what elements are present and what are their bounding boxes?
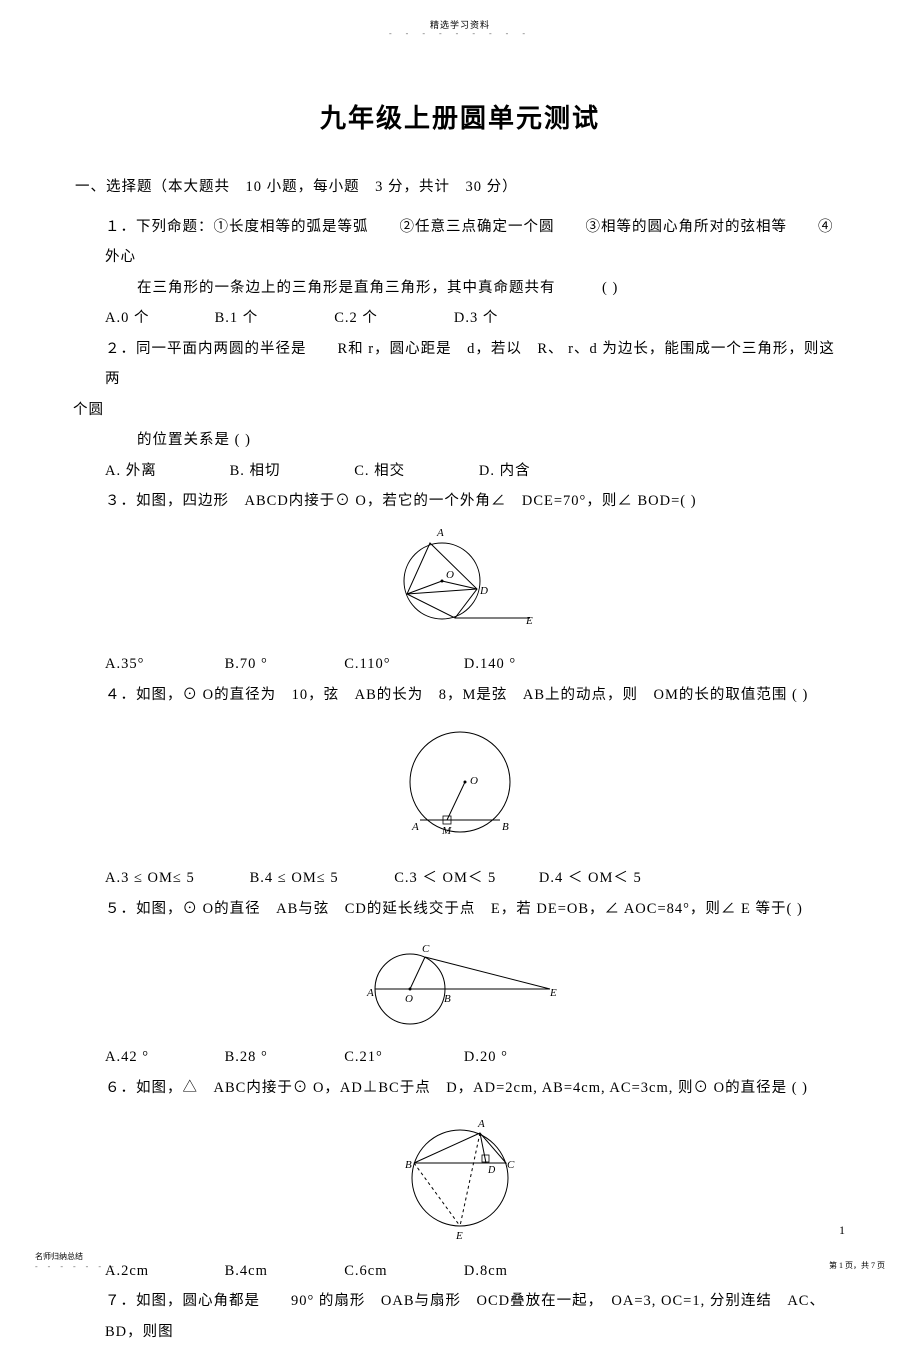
q6-options: A.2cm B.4cm C.6cm D.8cm	[75, 1256, 845, 1286]
svg-text:O: O	[446, 569, 454, 581]
q5-opt-a: A.42 °	[105, 1042, 220, 1072]
q2-opt-a: A. 外离	[105, 456, 225, 486]
svg-text:O: O	[470, 775, 478, 787]
svg-text:E: E	[525, 615, 533, 627]
q4-opt-b: B.4 ≤ OM≤ 5	[250, 863, 390, 893]
q2-options: A. 外离 B. 相切 C. 相交 D. 内含	[75, 456, 845, 486]
q6-opt-a: A.2cm	[105, 1256, 220, 1286]
page-number: 1	[839, 1223, 845, 1238]
q2-opt-b: B. 相切	[230, 456, 350, 486]
svg-text:E: E	[549, 987, 557, 999]
svg-text:B: B	[502, 821, 509, 833]
q1-opt-c: C.2 个	[334, 303, 449, 333]
footer-left-dots: - - - - - - -	[35, 1262, 118, 1271]
q1-options: A.0 个 B.1 个 C.2 个 D.3 个	[75, 303, 845, 333]
q7-text: ７．如图，圆心角都是 90° 的扇形 OAB与扇形 OCD叠放在一起， OA=3…	[75, 1286, 845, 1347]
q5-text: ５．如图，⊙ O的直径 AB与弦 CD的延长线交于点 E，若 DE=OB，∠ A…	[75, 894, 845, 924]
q5-options: A.42 ° B.28 ° C.21° D.20 °	[75, 1042, 845, 1072]
svg-text:A: A	[411, 821, 419, 833]
svg-text:A: A	[436, 527, 444, 539]
q1-line1: １．下列命题：①长度相等的弧是等弧 ②任意三点确定一个圆 ③相等的圆心角所对的弦…	[75, 212, 845, 273]
q4-opt-a: A.3 ≤ OM≤ 5	[105, 863, 245, 893]
svg-text:C: C	[422, 943, 430, 955]
q3-diagram-icon: A O D E	[380, 526, 540, 636]
top-header: 精选学习资料	[0, 0, 920, 31]
svg-text:E: E	[455, 1230, 463, 1242]
svg-text:M: M	[441, 825, 452, 837]
q5-opt-c: C.21°	[344, 1042, 459, 1072]
svg-text:B: B	[405, 1159, 412, 1171]
q4-figure: O A B M	[75, 720, 845, 855]
q2-line1: ２．同一平面内两圆的半径是 R和 r，圆心距是 d，若以 R、 r、d 为边长，…	[75, 334, 845, 395]
q3-options: A.35° B.70 ° C.110° D.140 °	[75, 649, 845, 679]
q6-opt-b: B.4cm	[225, 1256, 340, 1286]
q6-text: ６．如图，△ ABC内接于⊙ O，AD⊥BC于点 D，AD=2cm, AB=4c…	[75, 1073, 845, 1103]
footer-left: 名师归纳总结 - - - - - - -	[35, 1251, 118, 1271]
q2-opt-d: D. 内含	[479, 456, 531, 486]
svg-text:C: C	[507, 1159, 515, 1171]
page-title: 九年级上册圆单元测试	[75, 98, 845, 135]
q3-figure: A O D E	[75, 526, 845, 641]
q5-diagram-icon: A O B E C	[350, 934, 570, 1029]
footer-right: 第 1 页，共 7 页	[829, 1260, 885, 1271]
q2-line2: 的位置关系是 ( )	[75, 425, 845, 455]
q1-opt-a: A.0 个	[105, 303, 210, 333]
svg-text:D: D	[487, 1165, 496, 1176]
q3-opt-b: B.70 °	[225, 649, 340, 679]
q6-diagram-icon: A B C D E	[390, 1113, 530, 1243]
svg-text:A: A	[477, 1118, 485, 1130]
top-dots: - - - - - - - - -	[0, 29, 920, 38]
q1-line2: 在三角形的一条边上的三角形是直角三角形，其中真命题共有 ( )	[75, 273, 845, 303]
svg-text:O: O	[405, 993, 413, 1005]
q4-options: A.3 ≤ OM≤ 5 B.4 ≤ OM≤ 5 C.3 ＜ OM＜ 5 D.4 …	[75, 863, 845, 893]
q5-opt-b: B.28 °	[225, 1042, 340, 1072]
page-content: 九年级上册圆单元测试 一、选择题（本大题共 10 小题，每小题 3 分，共计 3…	[0, 38, 920, 1347]
q4-opt-d: D.4 ＜ OM＜ 5	[539, 863, 642, 893]
q4-diagram-icon: O A B M	[390, 720, 530, 850]
q1-opt-d: D.3 个	[454, 303, 498, 333]
svg-text:B: B	[444, 993, 451, 1005]
q6-opt-d: D.8cm	[464, 1256, 508, 1286]
q5-figure: A O B E C	[75, 934, 845, 1034]
q6-opt-c: C.6cm	[344, 1256, 459, 1286]
q5-opt-d: D.20 °	[464, 1042, 508, 1072]
q3-opt-d: D.140 °	[464, 649, 516, 679]
section-heading: 一、选择题（本大题共 10 小题，每小题 3 分，共计 30 分）	[75, 175, 845, 196]
footer-left-text: 名师归纳总结	[35, 1251, 118, 1262]
svg-text:D: D	[479, 585, 488, 597]
svg-text:A: A	[366, 987, 374, 999]
q1-opt-b: B.1 个	[215, 303, 330, 333]
q6-figure: A B C D E	[75, 1113, 845, 1248]
q3-opt-a: A.35°	[105, 649, 220, 679]
q4-text: ４．如图，⊙ O的直径为 10，弦 AB的长为 8，M是弦 AB上的动点，则 O…	[75, 680, 845, 710]
q2-wrap: 个圆	[73, 395, 845, 425]
q3-text: ３．如图，四边形 ABCD内接于⊙ O，若它的一个外角∠ DCE=70°，则∠ …	[75, 486, 845, 516]
q3-opt-c: C.110°	[344, 649, 459, 679]
q2-opt-c: C. 相交	[354, 456, 474, 486]
q4-opt-c: C.3 ＜ OM＜ 5	[394, 863, 534, 893]
